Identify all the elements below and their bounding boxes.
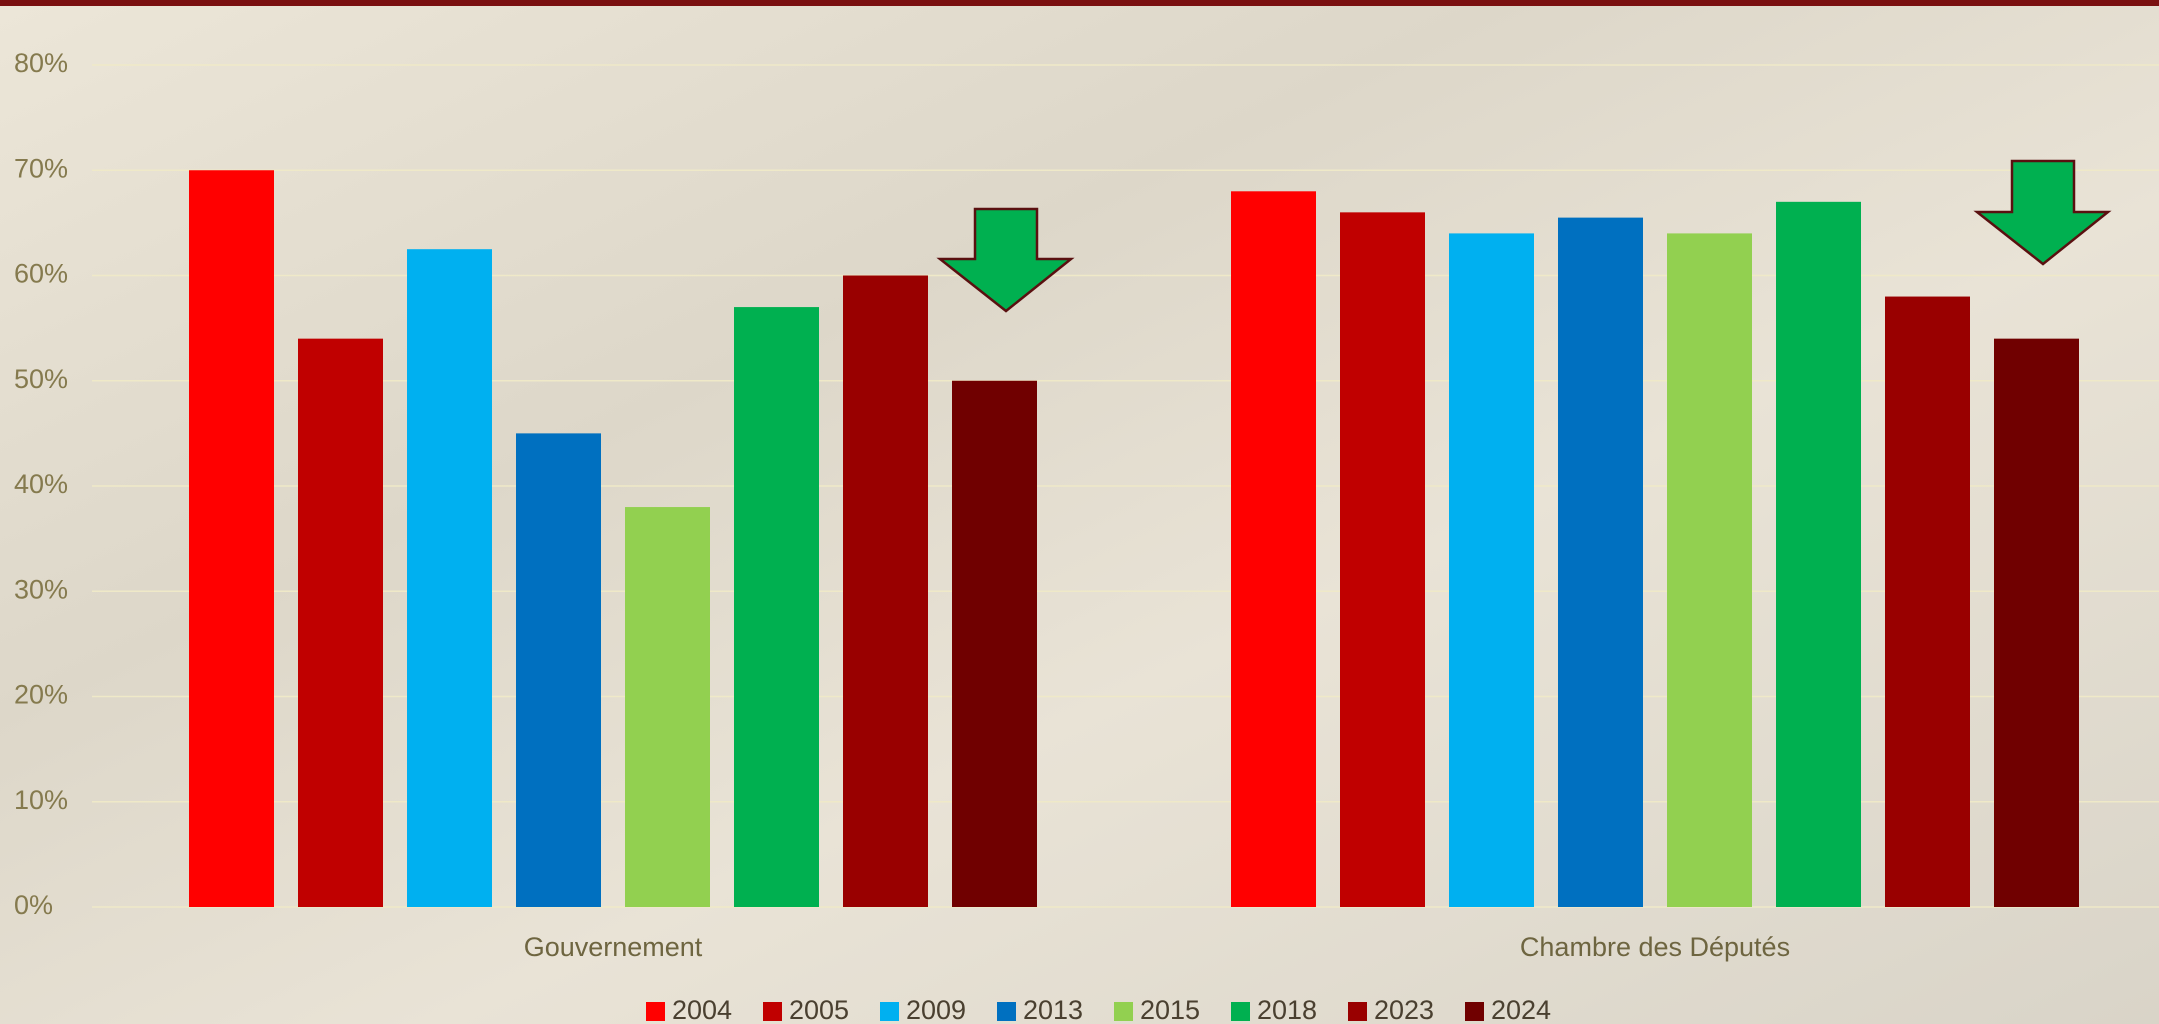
y-tick-label: 10% bbox=[14, 785, 68, 815]
y-tick-label: 20% bbox=[14, 680, 68, 710]
legend-label: 2024 bbox=[1491, 995, 1551, 1024]
legend-swatch bbox=[763, 1002, 782, 1021]
bar bbox=[843, 276, 928, 908]
y-tick-label: 80% bbox=[14, 48, 68, 78]
bar bbox=[1340, 212, 1425, 907]
legend-swatch bbox=[1465, 1002, 1484, 1021]
legend-label: 2013 bbox=[1023, 995, 1083, 1024]
bar bbox=[1776, 202, 1861, 907]
legend-label: 2004 bbox=[672, 995, 732, 1024]
bar bbox=[1231, 191, 1316, 907]
bar bbox=[625, 507, 710, 907]
legend-label: 2015 bbox=[1140, 995, 1200, 1024]
y-tick-label: 40% bbox=[14, 469, 68, 499]
bar bbox=[734, 307, 819, 907]
legend-swatch bbox=[1348, 1002, 1367, 1021]
legend-label: 2009 bbox=[906, 995, 966, 1024]
legend-swatch bbox=[1114, 1002, 1133, 1021]
bar bbox=[189, 170, 274, 907]
bar bbox=[1994, 339, 2079, 907]
y-tick-label: 60% bbox=[14, 259, 68, 289]
y-tick-label: 70% bbox=[14, 153, 68, 183]
bar bbox=[952, 381, 1037, 907]
legend-label: 2023 bbox=[1374, 995, 1434, 1024]
legend-swatch bbox=[880, 1002, 899, 1021]
legend-label: 2005 bbox=[789, 995, 849, 1024]
bar bbox=[1449, 233, 1534, 907]
legend-swatch bbox=[1231, 1002, 1250, 1021]
legend-swatch bbox=[646, 1002, 665, 1021]
bar bbox=[1667, 233, 1752, 907]
chart: 0% 10% 20% 30% 40% 50% 60% 70% 80% Gouvernement Ch… bbox=[0, 0, 2159, 1024]
bar bbox=[407, 249, 492, 907]
page: 0% 10% 20% 30% 40% 50% 60% 70% 80% Gouvernement Ch… bbox=[0, 0, 2159, 1024]
x-tick-label: Gouvernement bbox=[524, 932, 703, 962]
legend-label: 2018 bbox=[1257, 995, 1317, 1024]
y-tick-label: 0% bbox=[14, 890, 53, 920]
bar bbox=[298, 339, 383, 907]
y-tick-label: 30% bbox=[14, 574, 68, 604]
bar bbox=[1885, 297, 1970, 907]
y-tick-label: 50% bbox=[14, 364, 68, 394]
legend-swatch bbox=[997, 1002, 1016, 1021]
bar bbox=[1558, 218, 1643, 907]
top-bar bbox=[0, 0, 2159, 6]
x-tick-label: Chambre des Députés bbox=[1520, 932, 1790, 962]
bar bbox=[516, 433, 601, 907]
